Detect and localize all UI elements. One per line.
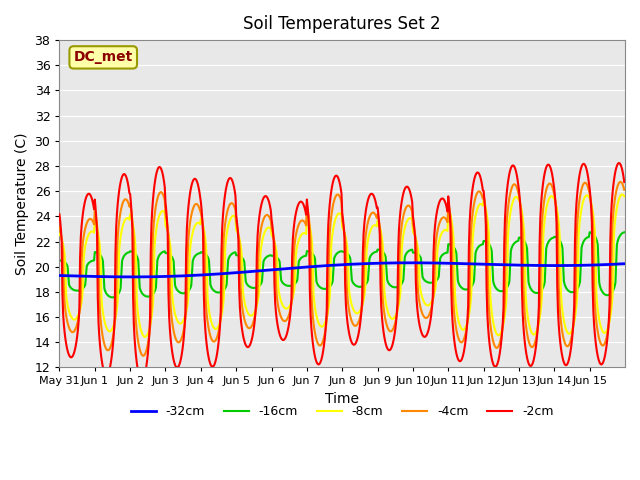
Y-axis label: Soil Temperature (C): Soil Temperature (C) (15, 132, 29, 275)
X-axis label: Time: Time (325, 392, 359, 406)
Text: DC_met: DC_met (74, 50, 133, 64)
Legend: -32cm, -16cm, -8cm, -4cm, -2cm: -32cm, -16cm, -8cm, -4cm, -2cm (125, 400, 559, 423)
Title: Soil Temperatures Set 2: Soil Temperatures Set 2 (243, 15, 441, 33)
